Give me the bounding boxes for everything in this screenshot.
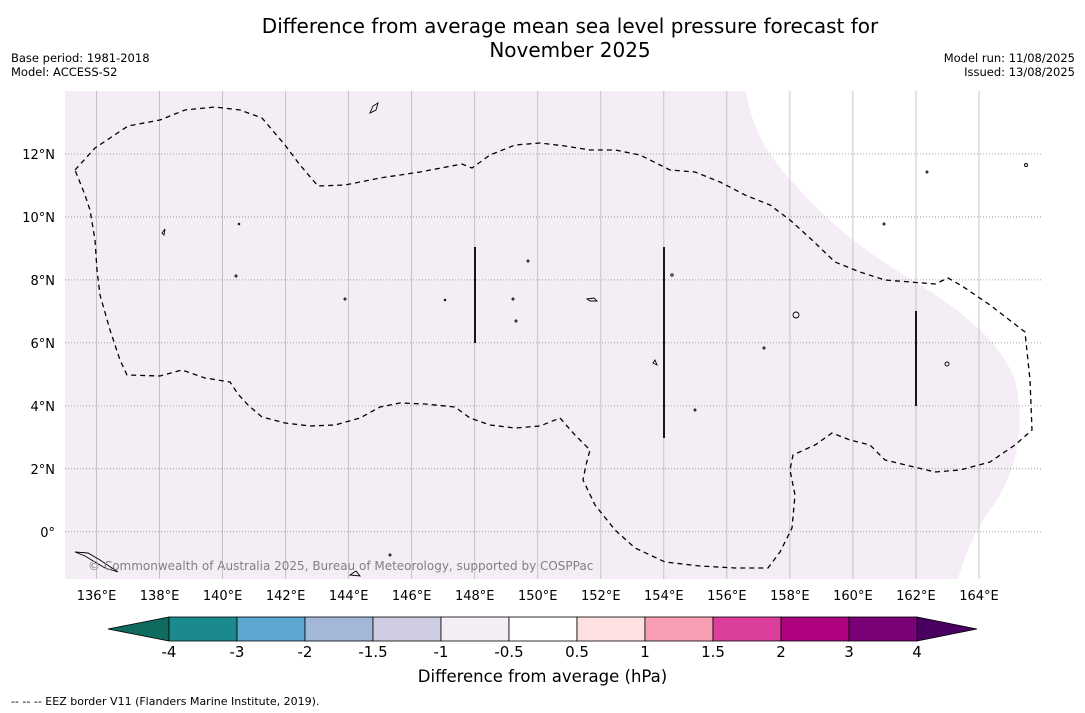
lat-tick-label: 0°	[40, 526, 55, 541]
latitude-ticks: 12°N 10°N 8°N 6°N 4°N 2°N 0°	[22, 148, 55, 541]
lon-tick-label: 158°E	[770, 589, 810, 604]
lat-tick-label: 6°N	[31, 337, 56, 352]
colorbar-bin	[304, 616, 374, 642]
colorbar-tick-label: -1.5	[358, 643, 388, 661]
issued-date: Issued: 13/08/2025	[964, 65, 1075, 79]
colorbar-tick-label: -3	[229, 643, 245, 661]
colorbar-over-arrow	[916, 616, 978, 642]
islands	[74, 102, 1028, 577]
lon-tick-label: 142°E	[266, 589, 306, 604]
lon-tick-label: 140°E	[203, 589, 243, 604]
lat-tick-label: 4°N	[31, 400, 56, 415]
model-name: Model: ACCESS-S2	[11, 65, 118, 79]
meta-right: Model run: 11/08/2025 Issued: 13/08/2025	[944, 51, 1075, 79]
anomaly-shading	[65, 91, 1020, 579]
colorbar-bin	[168, 616, 238, 642]
lon-tick-label: 150°E	[518, 589, 558, 604]
base-period: Base period: 1981-2018	[11, 51, 150, 65]
title-line-1: Difference from average mean sea level p…	[261, 14, 879, 38]
colorbar	[107, 616, 978, 642]
colorbar-tick-label: 0.5	[565, 643, 589, 661]
lon-tick-label: 164°E	[959, 589, 999, 604]
lat-tick-label: 12°N	[22, 148, 55, 163]
colorbar-tick-label: 1	[640, 643, 650, 661]
lat-tick-label: 8°N	[31, 274, 56, 289]
lon-tick-label: 156°E	[707, 589, 747, 604]
colorbar-tick-label: 1.5	[701, 643, 725, 661]
colorbar-bin	[848, 616, 918, 642]
lon-tick-label: 138°E	[140, 589, 180, 604]
colorbar-tick-label: -1	[433, 643, 449, 661]
copyright-text: © Commonwealth of Australia 2025, Bureau…	[88, 559, 593, 573]
colorbar-tick-label: -4	[161, 643, 177, 661]
colorbar-bin	[440, 616, 510, 642]
colorbar-under-arrow	[107, 616, 170, 642]
meta-left: Base period: 1981-2018 Model: ACCESS-S2	[11, 51, 150, 79]
colorbar-bin	[576, 616, 646, 642]
colorbar-label: Difference from average (hPa)	[417, 667, 668, 686]
model-run: Model run: 11/08/2025	[943, 51, 1075, 65]
colorbar-tick-label: -0.5	[494, 643, 524, 661]
lon-tick-label: 144°E	[329, 589, 369, 604]
map-title: Difference from average mean sea level p…	[200, 14, 940, 62]
title-line-2: November 2025	[489, 38, 651, 62]
lat-tick-label: 2°N	[31, 463, 56, 478]
eez-border	[74, 106, 1033, 569]
lon-tick-label: 136°E	[77, 589, 117, 604]
colorbar-bin	[236, 616, 306, 642]
colorbar-tick-label: 3	[844, 643, 854, 661]
colorbar-bin	[780, 616, 850, 642]
colorbar-bin	[508, 616, 578, 642]
lon-tick-label: 148°E	[455, 589, 495, 604]
colorbar-bin	[372, 616, 442, 642]
eez-footnote: -- -- -- EEZ border V11 (Flanders Marine…	[11, 695, 320, 708]
longitude-ticks: 136°E 138°E 140°E 142°E 144°E 146°E 148°E 150°E…	[77, 589, 999, 604]
lat-tick-label: 10°N	[22, 211, 55, 226]
lon-tick-label: 160°E	[833, 589, 873, 604]
colorbar-tick-label: -2	[297, 643, 313, 661]
gridlines	[65, 91, 1042, 579]
lon-tick-label: 146°E	[392, 589, 432, 604]
colorbar-bin	[712, 616, 782, 642]
lon-tick-label: 162°E	[896, 589, 936, 604]
lon-tick-label: 154°E	[644, 589, 684, 604]
colorbar-tick-label: 4	[912, 643, 922, 661]
colorbar-bin	[644, 616, 714, 642]
colorbar-tick-label: 2	[776, 643, 786, 661]
lon-tick-label: 152°E	[581, 589, 621, 604]
